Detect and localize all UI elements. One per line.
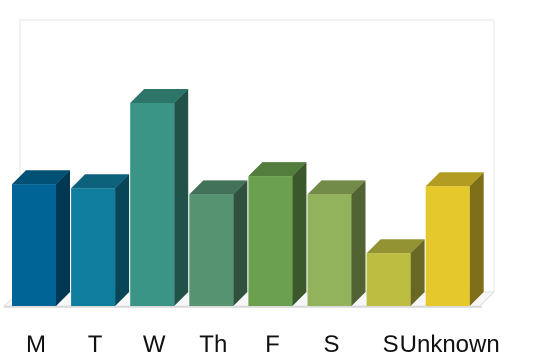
bar-top — [189, 180, 248, 195]
bar — [366, 253, 411, 306]
bar-side — [351, 180, 366, 306]
bar — [130, 103, 175, 306]
x-tick-label: S — [323, 331, 339, 358]
bar-side — [292, 162, 307, 306]
bar-side — [410, 239, 425, 306]
bar-top — [12, 170, 70, 185]
bar-top — [248, 162, 307, 177]
bar-top — [425, 172, 484, 187]
bar-top — [71, 174, 130, 189]
bar — [425, 186, 470, 306]
bar-side — [233, 180, 248, 306]
bar-side — [174, 89, 189, 306]
bar — [12, 184, 56, 306]
bar-top — [366, 239, 425, 254]
x-tick-label: Th — [199, 331, 227, 358]
bar — [307, 194, 352, 306]
bar-side — [469, 172, 484, 306]
x-tick-label: S — [383, 331, 399, 358]
x-tick-label: T — [88, 331, 103, 358]
bar — [189, 194, 234, 306]
bar-top — [307, 180, 366, 195]
bar — [71, 188, 116, 306]
x-tick-label: Unknown — [400, 331, 500, 358]
x-tick-label: F — [265, 331, 280, 358]
bar-top — [130, 89, 189, 103]
bar — [248, 176, 293, 306]
bar-side — [115, 174, 130, 306]
x-tick-label: W — [143, 331, 166, 358]
x-tick-label: M — [26, 331, 46, 358]
bar-side — [56, 170, 70, 306]
